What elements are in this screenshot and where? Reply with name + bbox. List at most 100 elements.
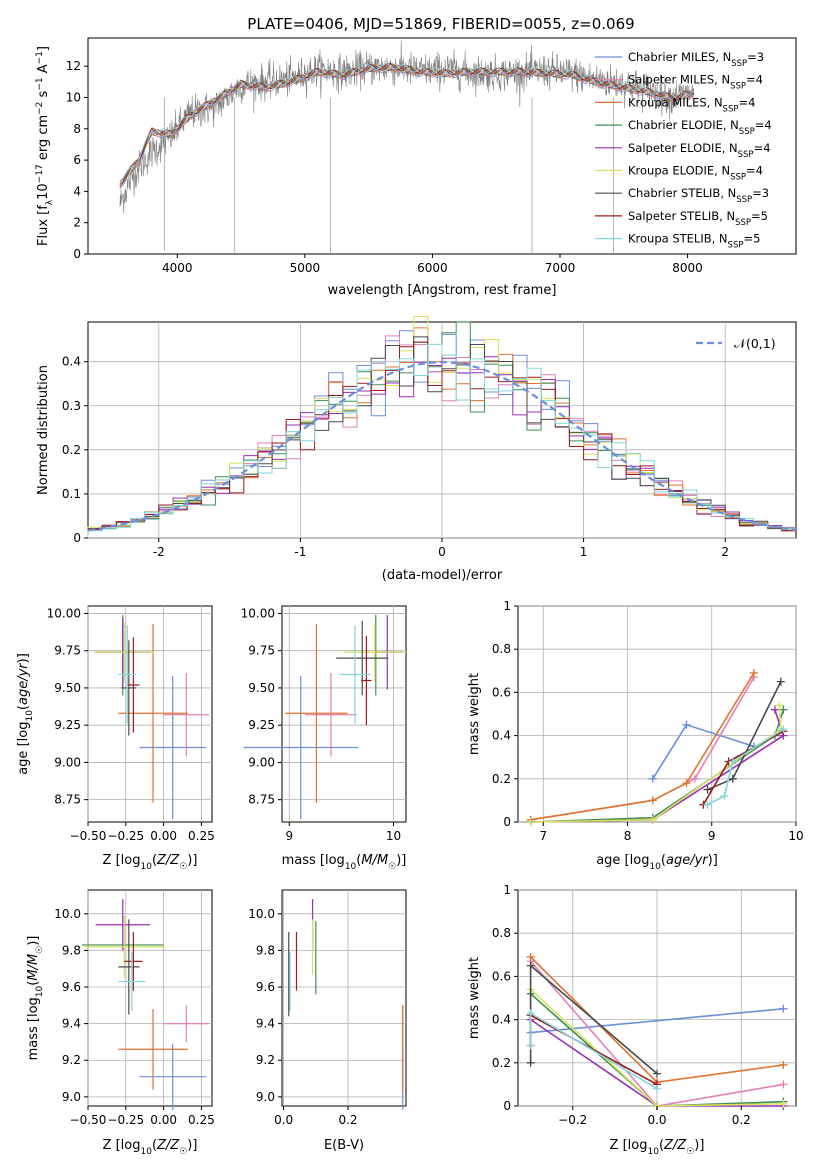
weight-vs-age-line-2: [530, 672, 755, 821]
mass-vs-Z-y-tick-label: 9.4: [62, 1017, 81, 1031]
weight-vs-age-y-tick-label: 0.2: [492, 772, 511, 786]
weight-vs-age-x-tick-label: 9: [708, 829, 716, 843]
weight-vs-Z-marker-2-0: [526, 952, 535, 961]
age-vs-Z-x-ticks: −0.50 −0.25 0.00 0.25: [70, 822, 215, 843]
weight-vs-age-y-tick-label: 1: [503, 599, 511, 613]
mass-vs-ebv-y-tick-label: 9.8: [256, 943, 275, 957]
residuals-y-label: Normed distribution: [36, 365, 51, 495]
spectrum-model-line-1: [119, 65, 695, 189]
age-vs-mass-panel: 9 10 8.75 9.00 9.25 9.50 9.75 10.00 mass [log1…: [241, 605, 407, 872]
mass-vs-Z-x-ticks: −0.50 −0.25 0.00 0.25: [70, 1106, 215, 1127]
mass-vs-ebv-grid: [282, 890, 406, 1106]
legend-label-0: Chabrier MILES, NSSP=3: [628, 50, 764, 69]
age-vs-mass-y-tick-label: 10.00: [241, 606, 275, 620]
mass-vs-ebv-panel: 0.0 0.2 9.0 9.2 9.4 9.6 9.8 10.0 E(B-V): [248, 889, 407, 1153]
spectrum-x-ticks: 4000 5000 6000 7000 8000: [162, 254, 703, 275]
mass-vs-Z-y-label: mass [log10(M/M☉)]: [26, 936, 45, 1061]
weight-vs-age-marker-0-0: [648, 774, 657, 783]
age-vs-mass-plot-area: [243, 614, 406, 820]
mass-vs-Z-x-tick-label: 0.00: [150, 1113, 177, 1127]
spectrum-y-tick-label: 0: [73, 247, 81, 261]
residuals-x-tick-label: 0: [438, 545, 446, 559]
weight-vs-Z-marker-5-2: [779, 1099, 788, 1108]
residuals-legend-label: 𝒩(0,1): [734, 336, 776, 351]
weight-vs-age-y-tick-label: 0.4: [492, 729, 511, 743]
mass-vs-ebv-y-tick-label: 9.2: [256, 1053, 275, 1067]
spectrum-x-tick-label: 6000: [417, 261, 448, 275]
mass-vs-Z-plot-area: [81, 899, 209, 1110]
residuals-normal-curve: [87, 360, 797, 532]
spectrum-y-tick-label: 4: [73, 184, 81, 198]
mass-vs-ebv-x-ticks: 0.0 0.2: [274, 1106, 358, 1127]
weight-vs-age-marker-8-2: [728, 757, 737, 766]
age-vs-Z-panel: −0.50 −0.25 0.00 0.25 8.75 9.00 9.25 9.50 9.75 1…: [16, 605, 215, 872]
age-vs-Z-x-tick-label: 0.25: [188, 829, 215, 843]
spectrum-y-tick-label: 6: [73, 153, 81, 167]
residuals-panel: -2 -1 0 1 2 0 0.1 0.2 0.3 0.4 (data-model)/error…: [36, 316, 797, 583]
mass-vs-ebv-y-tick-label: 9.0: [256, 1090, 275, 1104]
weight-vs-age-x-tick-label: 8: [624, 829, 632, 843]
residuals-x-tick-label: -2: [153, 545, 165, 559]
weight-vs-Z-marker-0-1: [779, 1004, 788, 1013]
spectrum-y-label: Flux [fλ10−17 erg cm−2 s−1 A−1]: [35, 46, 55, 246]
age-vs-mass-grid: [282, 606, 406, 822]
weight-vs-age-marker-2-3: [749, 668, 758, 677]
weight-vs-age-x-tick-label: 10: [788, 829, 803, 843]
weight-vs-age-line-3: [530, 709, 785, 823]
spectrum-x-tick-label: 4000: [162, 261, 193, 275]
mass-vs-ebv-x-tick-label: 0.2: [338, 1113, 357, 1127]
weight-vs-age-grid: [518, 605, 797, 823]
spectrum-x-label: wavelength [Angstrom, rest frame]: [328, 283, 557, 298]
age-vs-Z-x-tick-label: 0.00: [150, 829, 177, 843]
mass-vs-ebv-y-tick-label: 10.0: [248, 907, 275, 921]
age-vs-Z-y-tick-label: 9.00: [54, 755, 81, 769]
age-vs-Z-y-tick-label: 8.75: [54, 793, 81, 807]
age-vs-mass-y-ticks: 8.75 9.00 9.25 9.50 9.75 10.00: [241, 606, 282, 807]
mass-vs-ebv-plot-area: [288, 899, 404, 1110]
spectrum-y-ticks: 0 2 4 6 8 10 12: [66, 59, 88, 261]
weight-vs-Z-x-ticks: −0.2 0.0 0.2: [558, 1106, 751, 1127]
mass-vs-ebv-x-tick-label: 0.0: [274, 1113, 293, 1127]
weight-vs-age-line-8: [707, 728, 784, 806]
weight-vs-age-plot-area: [526, 668, 788, 826]
weight-vs-age-marker-0-1: [682, 720, 691, 729]
residuals-y-tick-label: 0.4: [62, 355, 81, 369]
residuals-y-tick-label: 0.3: [62, 399, 81, 413]
mass-vs-Z-y-tick-label: 9.6: [62, 980, 81, 994]
spectrum-x-tick-label: 7000: [545, 261, 576, 275]
spectrum-model-line-8: [119, 62, 695, 186]
weight-vs-Z-marker-8-1: [526, 1009, 535, 1018]
residuals-y-tick-label: 0.1: [62, 487, 81, 501]
mass-vs-Z-panel: −0.50 −0.25 0.00 0.25 9.0 9.2 9.4 9.6 9.8 10.0 Z…: [26, 889, 215, 1157]
legend-label-8: Kroupa STELIB, NSSP=5: [628, 232, 760, 251]
weight-vs-Z-y-tick-label: 0: [503, 1099, 511, 1113]
weight-vs-age-line-0: [652, 723, 755, 780]
weight-vs-Z-line-8: [529, 1011, 658, 1090]
spectrum-y-tick-label: 8: [73, 122, 81, 136]
weight-vs-Z-marker-6-1: [526, 961, 535, 970]
age-vs-Z-y-tick-label: 9.25: [54, 718, 81, 732]
age-vs-mass-y-tick-label: 9.50: [248, 681, 275, 695]
mass-vs-ebv-y-ticks: 9.0 9.2 9.4 9.6 9.8 10.0: [248, 907, 282, 1104]
legend-label-3: Chabrier ELODIE, NSSP=4: [628, 118, 772, 137]
mass-vs-ebv-x-label: E(B-V): [324, 1138, 364, 1153]
mass-vs-ebv-y-tick-label: 9.4: [256, 1017, 275, 1031]
mass-vs-Z-y-tick-label: 9.2: [62, 1053, 81, 1067]
mass-vs-Z-x-label: Z [log10(Z/Z☉)]: [103, 1138, 198, 1157]
mass-vs-Z-y-tick-label: 9.8: [62, 943, 81, 957]
weight-vs-age-marker-5-0: [526, 818, 535, 826]
mass-vs-ebv-y-tick-label: 9.6: [256, 980, 275, 994]
age-vs-Z-y-label: age [log10(age/yr)]: [16, 653, 35, 775]
weight-vs-age-y-ticks: 0 0.2 0.4 0.6 0.8 1: [492, 599, 518, 829]
weight-vs-age-marker-4-3: [770, 705, 779, 714]
weight-vs-age-marker-8-3: [779, 725, 788, 734]
age-vs-mass-y-tick-label: 9.00: [248, 755, 275, 769]
age-vs-mass-x-label: mass [log10(M/M☉)]: [282, 853, 407, 872]
weight-vs-age-y-tick-label: 0.6: [492, 685, 511, 699]
weight-vs-age-y-label: mass weight: [467, 673, 482, 755]
age-vs-Z-y-tick-label: 9.75: [54, 644, 81, 658]
weight-vs-age-marker-8-1: [720, 792, 729, 801]
weight-vs-Z-y-tick-label: 0.2: [492, 1056, 511, 1070]
mass-vs-Z-grid: [87, 890, 212, 1106]
